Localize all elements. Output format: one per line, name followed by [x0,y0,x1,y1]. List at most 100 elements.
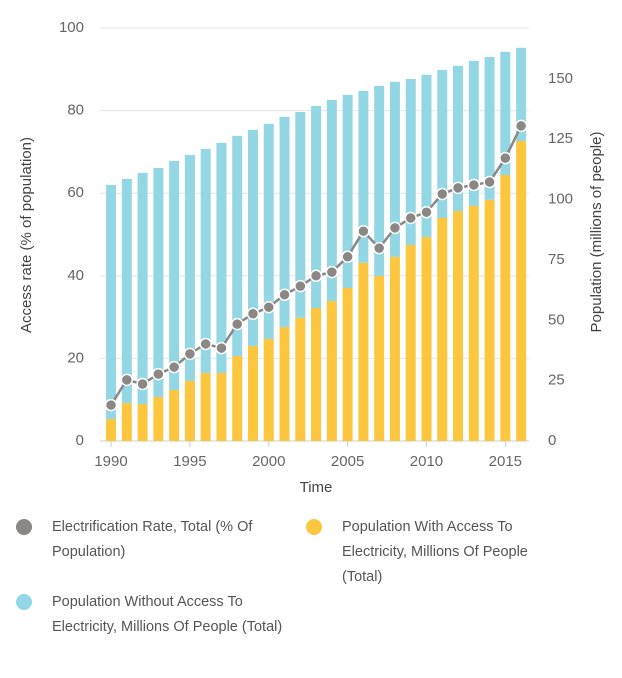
y2-tick-label: 75 [548,251,565,268]
point [183,347,197,361]
point [372,241,386,255]
point [420,205,433,219]
legend-label: Population With Access To Electricity, M… [342,519,528,585]
bar [295,112,306,318]
point [230,317,244,331]
y-tick-label: 0 [76,432,84,449]
x-tick-label: 2000 [252,453,285,470]
point [262,300,276,314]
bar [358,91,369,263]
bar [106,419,117,441]
bar [137,404,148,441]
bar [484,199,495,441]
bar [169,161,180,391]
bar [374,275,385,441]
bar [184,154,195,381]
point [278,288,291,302]
bar [342,94,353,288]
bar [232,356,243,441]
point [309,269,323,283]
bar [153,397,164,441]
point [341,250,354,264]
bar [216,372,227,441]
bar [421,237,432,441]
bar [247,129,258,346]
bar [405,245,416,441]
point [483,175,496,189]
y2-tick-label: 150 [548,70,573,87]
bar [453,65,464,211]
y-tick-label: 100 [59,19,84,36]
bar [389,256,400,441]
bar [121,178,132,404]
bar [216,142,227,373]
x-tick-label: 1990 [94,453,127,470]
x-tick-label: 2015 [489,453,522,470]
bar [358,262,369,441]
bar [153,168,164,398]
chart: Time Access rate (% of population) Popul… [18,19,605,496]
legend-item: Electrification Rate, Total (% Of Popula… [16,515,297,565]
bar [468,205,479,441]
y-axis-title: Access rate (% of population) [18,137,35,333]
x-tick-label: 2005 [331,453,364,470]
point [467,178,481,192]
bar [437,70,448,218]
point [136,377,149,391]
x-tick-label: 1995 [173,453,206,470]
point [499,151,512,165]
legend-marker [306,519,322,535]
y-tick-label: 40 [67,267,84,284]
bar [342,287,353,441]
bar [311,105,322,308]
legend-marker [16,519,32,535]
bar [484,56,495,200]
bar [121,403,132,441]
bar [326,99,337,302]
point [152,367,165,381]
point [246,307,260,321]
bar [279,116,290,328]
y2-tick-label: 0 [548,432,556,449]
bar [169,390,180,441]
bar [516,140,527,441]
bar [200,372,211,441]
bar [295,317,306,441]
legend-item: Population With Access To Electricity, M… [306,515,572,590]
point [294,279,307,293]
bar [326,301,337,441]
y2-tick-label: 25 [548,372,565,389]
y2-tick-label: 50 [548,311,565,328]
bar [279,327,290,441]
point [404,211,417,225]
point [451,181,465,195]
legend-label: Electrification Rate, Total (% Of Popula… [52,519,253,560]
bar [374,85,385,276]
bar [106,184,117,420]
point [104,398,118,412]
bar [263,123,274,339]
bar [232,135,243,357]
bar [500,51,511,175]
bar [500,175,511,441]
bar [311,308,322,441]
bar [437,217,448,441]
bar [516,47,527,141]
y2-tick-label: 125 [548,130,573,147]
bar [137,172,148,405]
y2-axis-title: Population (millions of people) [588,132,605,333]
y-tick-label: 20 [67,349,84,366]
y-tick-label: 60 [67,184,84,201]
point [167,360,181,374]
bar [453,210,464,441]
bar [389,81,400,257]
point [325,265,339,279]
bar [184,380,195,441]
point [215,341,228,355]
x-tick-label: 2010 [410,453,443,470]
bar [405,78,416,246]
legend-marker [16,594,32,610]
y-tick-label: 80 [67,102,84,119]
y2-tick-label: 100 [548,191,573,208]
